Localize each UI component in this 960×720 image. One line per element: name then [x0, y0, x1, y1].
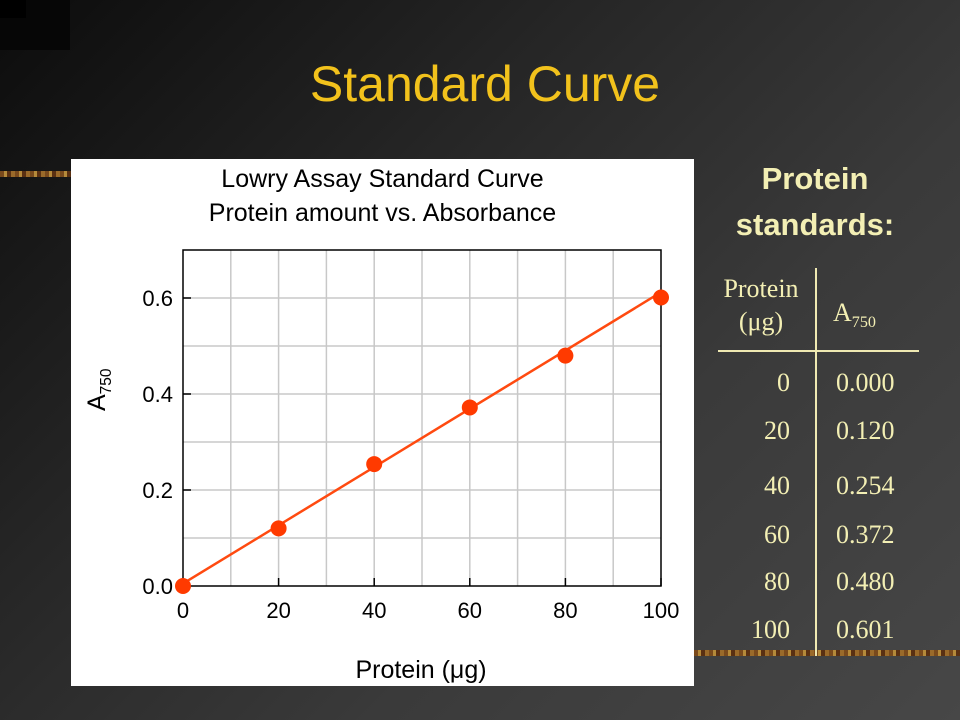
- data-point: [653, 289, 669, 306]
- data-point: [461, 399, 478, 416]
- data-point: [270, 520, 287, 537]
- protein-header-line2: (μg): [738, 307, 784, 336]
- decorative-stripe-left: [0, 171, 71, 177]
- table-cell-a750: 0.601: [836, 615, 895, 644]
- x-tick-label: 40: [362, 598, 386, 623]
- y-axis-label-sub: 750: [98, 368, 115, 395]
- chart-panel: Lowry Assay Standard Curve Protein amoun…: [71, 159, 694, 686]
- table-cell-a750: 0.000: [836, 368, 895, 397]
- table-cell-a750: 0.480: [836, 567, 895, 596]
- x-tick-label: 60: [458, 598, 482, 623]
- corner-decoration-dark: [0, 0, 26, 18]
- side-heading-line1: Protein: [761, 161, 869, 196]
- plot-frame: [182, 249, 662, 587]
- protein-column-header: Protein (μg): [706, 272, 816, 338]
- table-cell-protein: 40: [764, 471, 790, 500]
- y-tick-label: 0.6: [142, 286, 173, 311]
- y-tick-label: 0.0: [142, 574, 173, 599]
- chart-subtitle: Protein amount vs. Absorbance: [208, 199, 557, 227]
- side-heading-line2: standards:: [735, 207, 895, 242]
- chart-plot: 0 20 40 60 80 100 0.0 0.2 0.4 0.6: [142, 249, 680, 623]
- table-cell-protein: 0: [777, 368, 790, 397]
- table-cell-a750: 0.372: [836, 520, 895, 549]
- table-header-rule: [718, 350, 919, 352]
- y-axis-label-base: A: [83, 394, 111, 411]
- side-heading: Protein standards:: [700, 156, 930, 248]
- decorative-stripe-right: [694, 650, 960, 656]
- absorbance-column-header: A750: [833, 298, 876, 332]
- table-cell-a750: 0.120: [836, 416, 895, 445]
- protein-header-line1: Protein: [723, 274, 799, 303]
- chart-title: Lowry Assay Standard Curve: [221, 165, 544, 193]
- table-cell-protein: 100: [751, 615, 790, 644]
- data-point: [175, 578, 191, 594]
- data-point: [557, 347, 574, 364]
- y-axis-label: A750: [83, 368, 116, 411]
- table-cell-a750: 0.254: [836, 471, 895, 500]
- x-tick-label: 100: [643, 598, 680, 623]
- table-cell-protein: 60: [764, 520, 790, 549]
- slide-title: Standard Curve: [309, 56, 661, 112]
- absorbance-header-base: A: [833, 298, 852, 327]
- y-tick-label: 0.4: [142, 382, 173, 407]
- x-tick-label: 0: [177, 598, 189, 623]
- table-cell-protein: 20: [764, 416, 790, 445]
- y-tick-label: 0.2: [142, 478, 173, 503]
- data-point: [366, 456, 383, 473]
- x-axis-label: Protein (μg): [355, 656, 487, 684]
- absorbance-header-sub: 750: [851, 314, 876, 332]
- table-vertical-rule: [815, 268, 817, 656]
- x-tick-label: 20: [266, 598, 290, 623]
- table-cell-protein: 80: [764, 567, 790, 596]
- x-tick-label: 80: [553, 598, 577, 623]
- fit-line: [182, 291, 662, 585]
- standards-table: Protein (μg) A750 0 0.000 20 0.120 40 0.…: [700, 268, 940, 660]
